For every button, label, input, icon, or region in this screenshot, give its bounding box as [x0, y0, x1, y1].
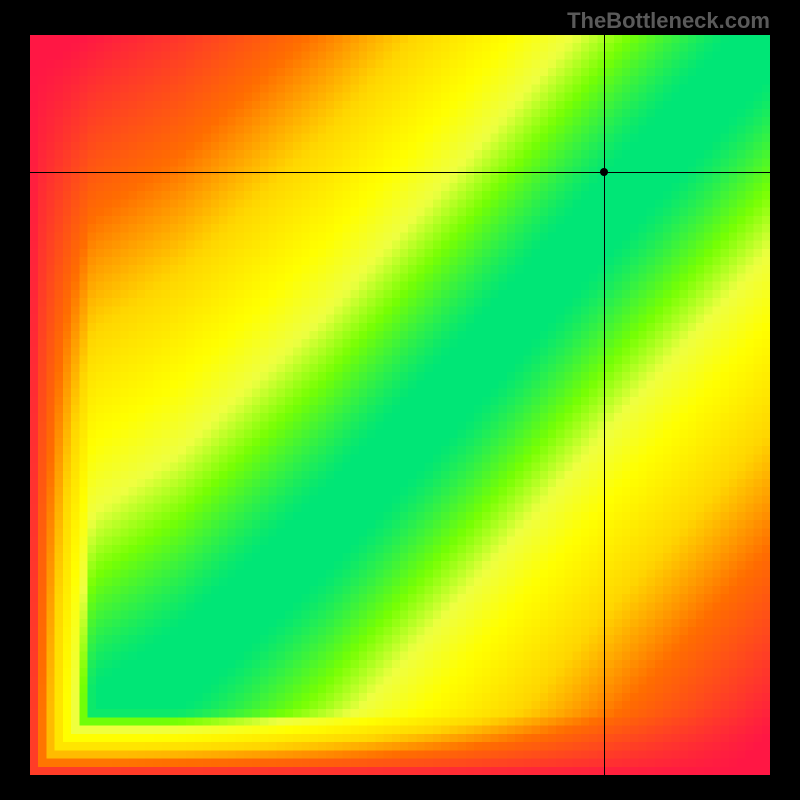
crosshair-horizontal	[30, 172, 770, 173]
watermark-text: TheBottleneck.com	[567, 8, 770, 34]
heatmap-canvas	[30, 35, 770, 775]
heatmap-plot	[30, 35, 770, 775]
crosshair-vertical	[604, 35, 605, 775]
crosshair-marker-dot	[600, 168, 608, 176]
